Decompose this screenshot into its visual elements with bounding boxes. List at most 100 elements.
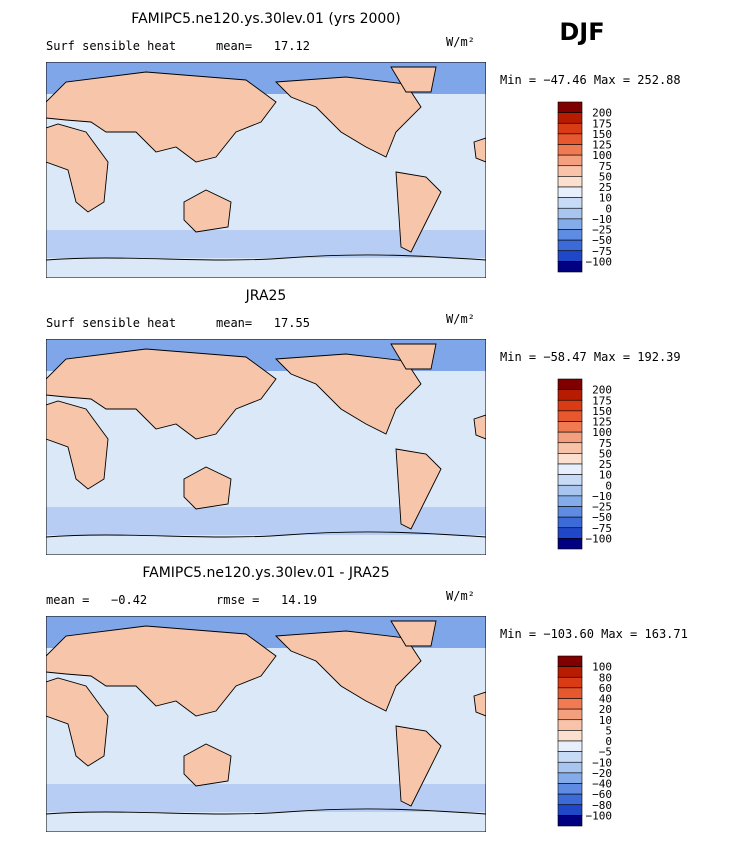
units: W/m² <box>446 589 475 603</box>
colorbar-box <box>557 261 583 273</box>
panel-title: JRA25 <box>245 288 287 304</box>
panel-left-text: Surf sensible heat <box>46 39 176 53</box>
min-max: Min = −47.46 Max = 252.88 <box>500 73 681 87</box>
colorbar-box <box>557 516 583 529</box>
colorbar-box <box>557 378 583 390</box>
colorbar-box <box>557 207 583 220</box>
colorbar-label: 125 <box>592 139 612 152</box>
panel-title: FAMIPC5.ne120.ys.30lev.01 - JRA25 <box>142 565 389 581</box>
colorbar-label: 25 <box>599 458 612 471</box>
colorbar-label: −60 <box>592 788 612 801</box>
colorbar-label: 75 <box>599 160 612 173</box>
colorbar-label: 0 <box>605 479 612 492</box>
map <box>46 62 486 278</box>
panel-center-text: rmse = 14.19 <box>216 593 317 607</box>
colorbar-box <box>557 133 583 145</box>
panel-left-text: mean = −0.42 <box>46 593 147 607</box>
colorbar-box <box>557 154 583 167</box>
colorbar-box <box>557 772 583 784</box>
colorbar-label: 175 <box>592 394 612 407</box>
colorbar-label: −100 <box>586 255 613 268</box>
colorbar-label: 100 <box>592 426 612 439</box>
colorbar-label: −50 <box>592 511 612 524</box>
colorbar-box <box>557 165 583 177</box>
colorbar-box <box>557 506 583 518</box>
colorbar-box <box>557 101 583 113</box>
min-max: Min = −58.47 Max = 192.39 <box>500 350 681 364</box>
colorbar-label: 0 <box>605 202 612 215</box>
colorbar-box <box>557 197 583 209</box>
colorbar-box <box>557 676 583 689</box>
colorbar-box <box>557 495 583 507</box>
colorbar-box <box>557 176 583 188</box>
panel-left-text: Surf sensible heat <box>46 316 176 330</box>
colorbar-box <box>557 687 583 699</box>
colorbar-label: 80 <box>599 671 612 684</box>
panel-center-text: mean= 17.12 <box>216 39 310 53</box>
colorbar-label: 200 <box>592 107 612 120</box>
colorbar-label: −100 <box>586 532 613 545</box>
colorbar-box <box>557 239 583 252</box>
colorbar-box <box>557 112 583 124</box>
colorbar-box <box>557 793 583 806</box>
colorbar-label: −5 <box>599 746 612 759</box>
colorbar-box <box>557 815 583 827</box>
colorbar-label: −100 <box>586 809 613 822</box>
colorbar-label: 10 <box>599 714 612 727</box>
colorbar-box <box>557 666 583 678</box>
colorbar-box <box>557 719 583 731</box>
colorbar-label: 5 <box>605 724 612 737</box>
colorbar-box <box>557 186 583 198</box>
map <box>46 339 486 555</box>
colorbar-label: −10 <box>592 213 612 226</box>
units: W/m² <box>446 312 475 326</box>
colorbar-box <box>557 740 583 752</box>
colorbar-label: 40 <box>599 693 612 706</box>
colorbar-box <box>557 410 583 422</box>
colorbar-label: 20 <box>599 703 612 716</box>
colorbar-label: −25 <box>592 501 612 514</box>
colorbar-label: 75 <box>599 437 612 450</box>
colorbar-label: 0 <box>605 735 612 748</box>
colorbar-label: −75 <box>592 522 612 535</box>
colorbar-box <box>557 218 583 230</box>
colorbar-box <box>557 527 583 539</box>
colorbar-label: −80 <box>592 799 612 812</box>
colorbar-box <box>557 389 583 401</box>
colorbar-label: 25 <box>599 181 612 194</box>
colorbar-box <box>557 484 583 497</box>
colorbar-label: −75 <box>592 245 612 258</box>
colorbar-label: 10 <box>599 192 612 205</box>
colorbar-box <box>557 431 583 444</box>
min-max: Min = −103.60 Max = 163.71 <box>500 627 688 641</box>
colorbar-label: 200 <box>592 384 612 397</box>
colorbar-box <box>557 442 583 454</box>
colorbar-box <box>557 122 583 135</box>
panel-title: FAMIPC5.ne120.ys.30lev.01 (yrs 2000) <box>131 11 400 27</box>
colorbar-box <box>557 453 583 465</box>
colorbar-label: 100 <box>592 149 612 162</box>
colorbar-label: 175 <box>592 117 612 130</box>
colorbar-label: −25 <box>592 224 612 237</box>
colorbar-box <box>557 463 583 475</box>
panel-center-text: mean= 17.55 <box>216 316 310 330</box>
colorbar-box <box>557 698 583 710</box>
colorbar-label: 150 <box>592 405 612 418</box>
colorbar-label: 50 <box>599 170 612 183</box>
colorbar-box <box>557 399 583 412</box>
colorbar-box <box>557 751 583 763</box>
colorbar-box <box>557 655 583 667</box>
colorbar-box <box>557 730 583 742</box>
colorbar-label: 60 <box>599 682 612 695</box>
colorbar-box <box>557 783 583 795</box>
colorbar-box <box>557 250 583 262</box>
colorbar-box <box>557 229 583 241</box>
colorbar-label: −40 <box>592 778 612 791</box>
colorbar-box <box>557 538 583 550</box>
units: W/m² <box>446 35 475 49</box>
colorbar-label: −10 <box>592 490 612 503</box>
colorbar-label: 10 <box>599 469 612 482</box>
map <box>46 616 486 832</box>
colorbar-label: 150 <box>592 128 612 141</box>
